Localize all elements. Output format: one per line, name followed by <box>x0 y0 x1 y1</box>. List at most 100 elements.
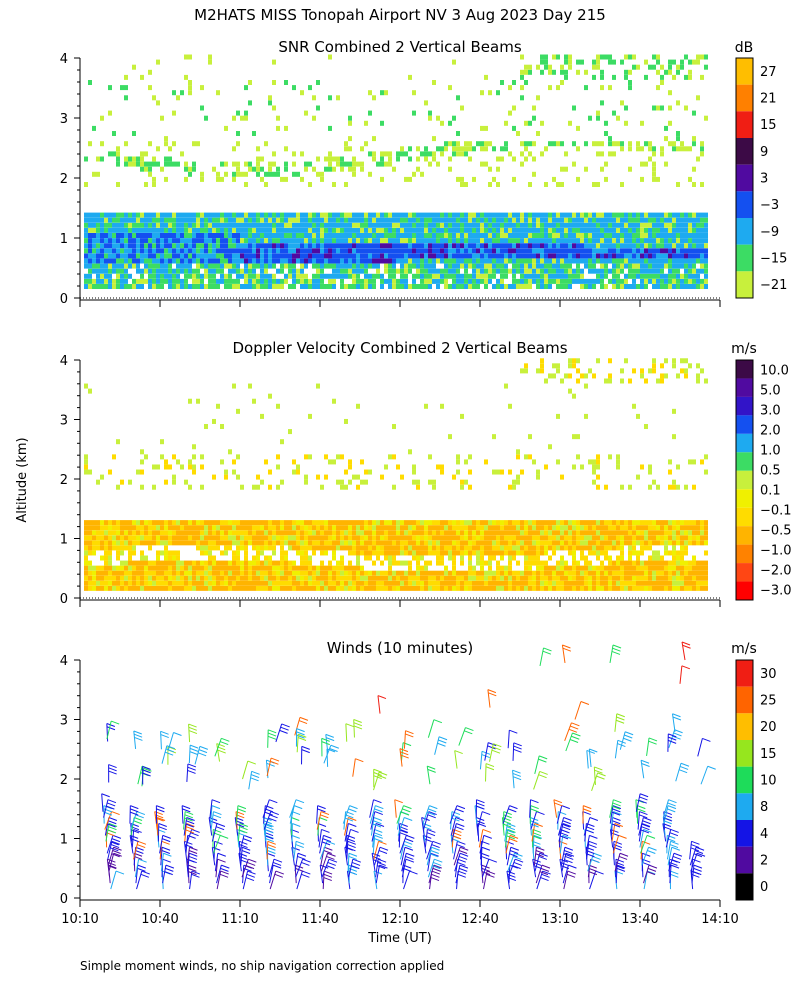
snr-cell <box>300 273 304 279</box>
snr-cell <box>364 284 368 289</box>
snr-cell <box>696 268 700 274</box>
snr-cell <box>124 248 128 254</box>
doppler-cell <box>512 520 516 526</box>
snr-cell <box>280 258 284 264</box>
snr-cell <box>248 263 252 269</box>
snr-cell <box>372 151 376 157</box>
doppler-cell <box>636 570 640 576</box>
doppler-cell <box>212 575 216 581</box>
snr-cell <box>620 217 624 223</box>
snr-cell <box>496 156 500 162</box>
doppler-cell <box>364 530 368 536</box>
snr-cell <box>448 263 452 269</box>
doppler-cell <box>552 575 556 581</box>
snr-cell <box>120 238 124 244</box>
snr-cell <box>536 248 540 254</box>
snr-cell <box>656 278 660 284</box>
doppler-cell <box>536 555 540 561</box>
snr-cell <box>556 54 560 60</box>
snr-cell <box>476 284 480 289</box>
doppler-cell <box>444 550 448 556</box>
doppler-cell <box>456 535 460 541</box>
snr-cell <box>556 227 560 233</box>
snr-cell <box>540 253 544 259</box>
doppler-cell <box>264 565 268 571</box>
snr-cell <box>688 69 692 75</box>
snr-cell <box>612 263 616 269</box>
snr-cell <box>468 222 472 228</box>
snr-cell <box>428 253 432 259</box>
snr-cell <box>188 222 192 228</box>
snr-cell <box>556 182 560 187</box>
snr-cell <box>304 233 308 238</box>
doppler-cell <box>376 540 380 546</box>
snr-cell <box>416 248 420 254</box>
doppler-cell <box>120 520 124 526</box>
doppler-cell <box>548 580 552 586</box>
snr-cell <box>160 233 164 238</box>
doppler-cell <box>308 535 312 541</box>
snr-cell <box>316 253 320 259</box>
snr-cell <box>552 273 556 279</box>
doppler-cell <box>264 570 268 576</box>
doppler-cell <box>444 540 448 546</box>
doppler-cell <box>664 530 668 536</box>
doppler-cell <box>472 550 476 556</box>
snr-cell <box>184 284 188 289</box>
snr-cell <box>484 227 488 233</box>
snr-cell <box>460 278 464 284</box>
snr-cell <box>556 217 560 223</box>
snr-cell <box>528 227 532 233</box>
snr-cell <box>680 248 684 254</box>
doppler-cell <box>232 535 236 541</box>
doppler-cell <box>608 565 612 571</box>
snr-cell <box>420 233 424 238</box>
doppler-cell <box>476 535 480 541</box>
snr-cell <box>404 278 408 284</box>
doppler-cell <box>644 424 648 430</box>
doppler-cell <box>232 383 236 389</box>
snr-cell <box>112 253 116 259</box>
doppler-cell <box>196 540 200 546</box>
doppler-cell <box>236 454 240 460</box>
snr-cell <box>652 176 656 182</box>
doppler-cell <box>468 575 472 581</box>
snr-cell <box>348 212 352 218</box>
doppler-cell <box>312 540 316 546</box>
snr-cell <box>136 227 140 233</box>
doppler-cell <box>452 580 456 586</box>
snr-cell <box>208 263 212 269</box>
doppler-cell <box>84 585 88 591</box>
snr-cell <box>520 74 524 80</box>
snr-cell <box>212 222 216 228</box>
snr-cell <box>256 253 260 259</box>
doppler-cell <box>248 585 252 591</box>
snr-cell <box>180 268 184 274</box>
snr-cell <box>328 238 332 244</box>
snr-cell <box>208 248 212 254</box>
snr-cell <box>488 248 492 254</box>
snr-cell <box>228 212 232 218</box>
snr-cell <box>128 248 132 254</box>
doppler-cell <box>428 540 432 546</box>
doppler-cell <box>244 545 248 551</box>
snr-cell <box>124 243 128 249</box>
doppler-cell <box>320 575 324 581</box>
snr-cell <box>348 263 352 269</box>
snr-cell <box>496 253 500 259</box>
doppler-cell <box>100 545 104 551</box>
snr-cell <box>616 263 620 269</box>
snr-cell <box>288 222 292 228</box>
snr-cell <box>400 212 404 218</box>
doppler-cell <box>240 575 244 581</box>
doppler-cell <box>620 378 624 384</box>
doppler-cell <box>572 545 576 551</box>
doppler-cell <box>216 570 220 576</box>
doppler-cell <box>208 560 212 566</box>
snr-cell <box>364 248 368 254</box>
snr-cell <box>88 238 92 244</box>
doppler-cell <box>636 550 640 556</box>
doppler-cell <box>200 585 204 591</box>
snr-cell <box>288 217 292 223</box>
snr-cell <box>252 233 256 238</box>
